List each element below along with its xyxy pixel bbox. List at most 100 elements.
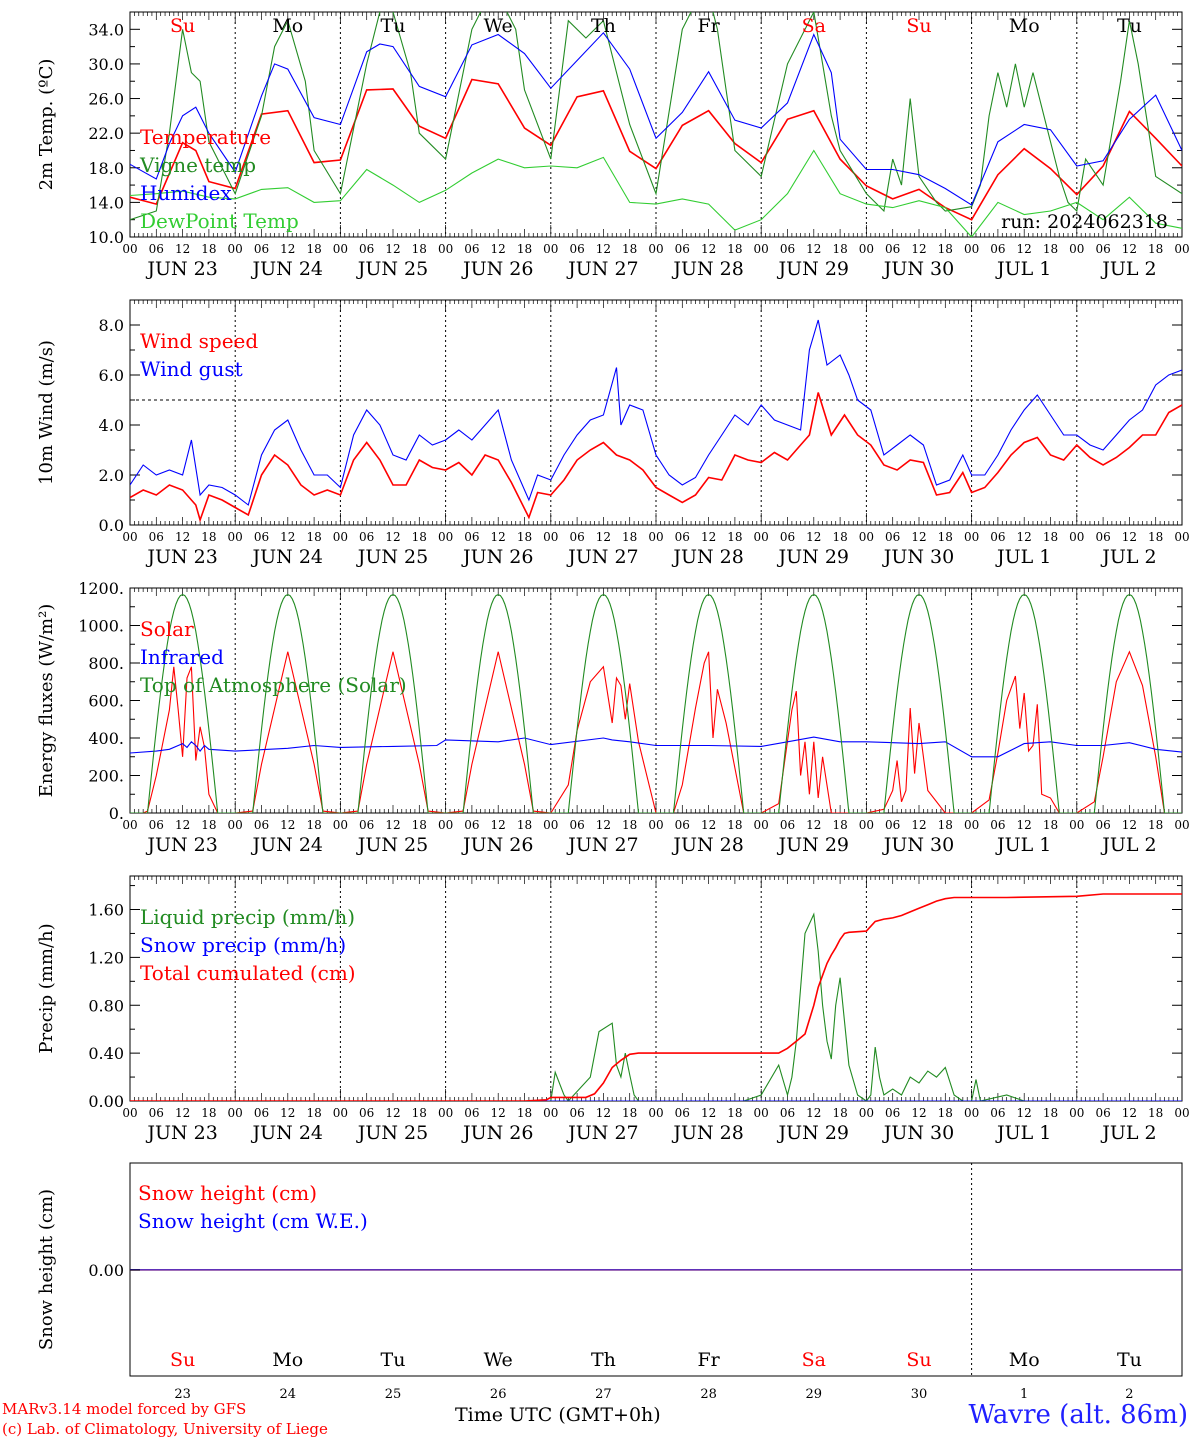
hour-tick-label: 06 bbox=[990, 242, 1005, 256]
hour-tick-label: 06 bbox=[149, 530, 164, 544]
hour-tick-label: 18 bbox=[622, 818, 637, 832]
y-tick-label: 600. bbox=[88, 692, 124, 711]
hour-tick-label: 12 bbox=[280, 818, 295, 832]
hour-tick-label: 18 bbox=[622, 530, 637, 544]
y-tick-label: 10.0 bbox=[88, 228, 124, 247]
date-label: JUN 29 bbox=[777, 1122, 849, 1144]
legend-entry: Snow precip (mm/h) bbox=[140, 933, 346, 957]
y-axis-label: 2m Temp. (ºC) bbox=[36, 59, 57, 191]
hour-tick-label: 12 bbox=[385, 1106, 400, 1120]
legend-entry: Snow height (cm W.E.) bbox=[138, 1209, 368, 1233]
weekday-label: Mo bbox=[1009, 1349, 1040, 1371]
hour-tick-label: 00 bbox=[122, 242, 137, 256]
hour-tick-label: 06 bbox=[780, 530, 795, 544]
date-label: JUN 24 bbox=[251, 1122, 323, 1144]
hour-tick-label: 00 bbox=[438, 530, 453, 544]
hour-tick-label: 00 bbox=[333, 530, 348, 544]
hour-tick-label: 18 bbox=[832, 530, 847, 544]
run-annotation: run: 2024062318 bbox=[1001, 211, 1168, 233]
hour-tick-label: 06 bbox=[149, 818, 164, 832]
hour-tick-label: 12 bbox=[1017, 242, 1032, 256]
hour-tick-label: 12 bbox=[911, 1106, 926, 1120]
legend-entry: Top of Atmosphere (Solar) bbox=[140, 673, 407, 697]
hour-tick-label: 18 bbox=[412, 1106, 427, 1120]
hour-tick-label: 00 bbox=[859, 242, 874, 256]
date-label: JUN 28 bbox=[671, 834, 743, 856]
hour-tick-label: 06 bbox=[675, 818, 690, 832]
hour-tick-label: 18 bbox=[201, 818, 216, 832]
hour-tick-label: 00 bbox=[964, 530, 979, 544]
hour-tick-label: 06 bbox=[254, 1106, 269, 1120]
hour-tick-label: 00 bbox=[438, 818, 453, 832]
hour-tick-label: 06 bbox=[675, 530, 690, 544]
hour-tick-label: 06 bbox=[569, 1106, 584, 1120]
y-tick-label: 8.0 bbox=[99, 316, 124, 335]
hour-tick-label: 18 bbox=[412, 530, 427, 544]
hour-tick-label: 18 bbox=[622, 1106, 637, 1120]
hour-tick-label: 12 bbox=[806, 242, 821, 256]
hour-tick-label: 18 bbox=[832, 242, 847, 256]
legend-entry: Temperature bbox=[140, 125, 271, 149]
hour-tick-label: 00 bbox=[543, 818, 558, 832]
hour-tick-label: 18 bbox=[938, 818, 953, 832]
weekday-label: Sa bbox=[802, 1349, 826, 1371]
weekday-label: Th bbox=[591, 15, 616, 37]
hour-tick-label: 12 bbox=[596, 1106, 611, 1120]
y-tick-label: 34.0 bbox=[88, 20, 124, 39]
hour-tick-label: 12 bbox=[385, 818, 400, 832]
hour-tick-label: 06 bbox=[464, 530, 479, 544]
hour-tick-label: 18 bbox=[306, 1106, 321, 1120]
date-label: JUN 30 bbox=[882, 258, 954, 280]
weekday-label: Mo bbox=[272, 15, 303, 37]
day-number: 29 bbox=[806, 1387, 823, 1400]
hour-tick-label: 06 bbox=[780, 242, 795, 256]
hour-tick-label: 18 bbox=[201, 1106, 216, 1120]
date-label: JUN 28 bbox=[671, 258, 743, 280]
legend-entry: Infrared bbox=[140, 645, 224, 669]
y-axis-label: Precip (mm/h) bbox=[36, 923, 57, 1053]
day-number: 23 bbox=[174, 1387, 191, 1400]
hour-tick-label: 18 bbox=[938, 242, 953, 256]
hour-tick-label: 18 bbox=[622, 242, 637, 256]
hour-tick-label: 18 bbox=[1148, 1106, 1163, 1120]
day-number: 26 bbox=[490, 1387, 507, 1400]
date-label: JUN 23 bbox=[145, 546, 217, 568]
date-label: JUN 30 bbox=[882, 546, 954, 568]
date-label: JUN 27 bbox=[566, 258, 638, 280]
hour-tick-label: 00 bbox=[859, 818, 874, 832]
hour-tick-label: 06 bbox=[780, 818, 795, 832]
hour-tick-label: 06 bbox=[359, 818, 374, 832]
date-label: JUN 23 bbox=[145, 834, 217, 856]
hour-tick-label: 00 bbox=[1174, 1106, 1189, 1120]
hour-tick-label: 18 bbox=[938, 1106, 953, 1120]
y-tick-label: 1200. bbox=[78, 579, 124, 598]
y-tick-label: 1000. bbox=[78, 617, 124, 636]
hour-tick-label: 12 bbox=[701, 818, 716, 832]
y-tick-label: 0.40 bbox=[88, 1044, 124, 1063]
hour-tick-label: 18 bbox=[1043, 818, 1058, 832]
weekday-label: Fr bbox=[697, 15, 720, 37]
lab-credit: (c) Lab. of Climatology, University of L… bbox=[2, 1420, 328, 1438]
hour-tick-label: 00 bbox=[333, 818, 348, 832]
hour-tick-label: 00 bbox=[438, 242, 453, 256]
hour-tick-label: 18 bbox=[727, 242, 742, 256]
hour-tick-label: 12 bbox=[596, 530, 611, 544]
hour-tick-label: 18 bbox=[517, 242, 532, 256]
day-number: 30 bbox=[911, 1387, 928, 1400]
date-label: JUL 2 bbox=[1100, 258, 1156, 280]
hour-tick-label: 18 bbox=[306, 818, 321, 832]
hour-tick-label: 12 bbox=[806, 818, 821, 832]
weekday-label: Mo bbox=[1009, 15, 1040, 37]
hour-tick-label: 12 bbox=[1017, 530, 1032, 544]
hour-tick-label: 06 bbox=[254, 530, 269, 544]
wind-speed-line bbox=[130, 392, 1182, 523]
hour-tick-label: 06 bbox=[359, 1106, 374, 1120]
day-number: 28 bbox=[700, 1387, 717, 1400]
legend-entry: Snow height (cm) bbox=[138, 1181, 317, 1205]
hour-tick-label: 12 bbox=[1017, 1106, 1032, 1120]
weekday-label: Th bbox=[591, 1349, 616, 1371]
hour-tick-label: 06 bbox=[1095, 530, 1110, 544]
hour-tick-label: 12 bbox=[491, 242, 506, 256]
legend-entry: Wind gust bbox=[140, 357, 243, 381]
hour-tick-label: 00 bbox=[1069, 530, 1084, 544]
